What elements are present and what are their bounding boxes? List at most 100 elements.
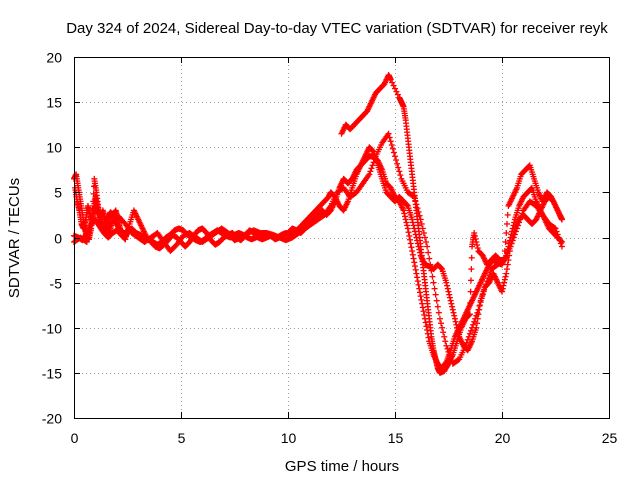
data-point — [369, 162, 376, 169]
data-point — [423, 239, 430, 246]
data-point — [419, 304, 426, 311]
data-point — [421, 311, 428, 318]
data-point — [426, 255, 433, 262]
x-tick-label: 5 — [178, 430, 186, 446]
data-point — [441, 333, 448, 340]
data-point — [464, 336, 471, 343]
data-point — [503, 220, 510, 227]
data-point — [503, 229, 510, 236]
data-point — [472, 236, 479, 243]
data-point — [444, 345, 451, 352]
data-point — [393, 157, 400, 164]
data-point — [393, 88, 400, 95]
data-point — [420, 229, 427, 236]
data-point — [409, 216, 416, 223]
data-point — [500, 282, 507, 289]
data-point — [449, 306, 456, 313]
x-tick-label: 15 — [388, 430, 404, 446]
data-point — [386, 134, 393, 141]
data-point — [449, 303, 456, 310]
data-point — [388, 141, 395, 148]
data-point — [408, 244, 415, 251]
data-point — [418, 220, 425, 227]
data-point — [411, 263, 418, 270]
data-point — [468, 254, 475, 261]
y-tick-label: 0 — [54, 231, 62, 247]
data-point — [409, 248, 416, 255]
data-point — [508, 240, 515, 247]
data-point — [404, 202, 411, 209]
data-point — [513, 225, 520, 232]
data-point — [450, 309, 457, 316]
data-point — [425, 334, 432, 341]
data-point — [503, 270, 510, 277]
data-point — [444, 285, 451, 292]
data-point — [400, 207, 407, 214]
data-point — [557, 240, 564, 247]
data-point — [87, 225, 94, 232]
data-point — [419, 300, 426, 307]
data-point — [556, 237, 563, 244]
data-point — [389, 145, 396, 152]
data-point — [401, 210, 408, 217]
data-point — [558, 243, 565, 250]
data-point — [409, 251, 416, 258]
data-point — [429, 273, 436, 280]
data-point — [468, 266, 475, 273]
data-point — [412, 266, 419, 273]
data-point — [463, 339, 470, 346]
data-point — [503, 266, 510, 273]
data-point — [453, 321, 460, 328]
data-point — [554, 231, 561, 238]
data-point — [501, 248, 508, 255]
data-point — [421, 234, 428, 241]
data-point — [510, 234, 517, 241]
data-point — [83, 239, 90, 246]
data-point — [471, 229, 478, 236]
data-point — [445, 288, 452, 295]
data-point — [394, 160, 401, 167]
data-point — [369, 148, 376, 155]
data-point — [370, 159, 377, 166]
x-tick-label: 20 — [495, 430, 511, 446]
data-point — [519, 210, 526, 217]
data-point — [504, 261, 511, 268]
data-point — [385, 130, 392, 137]
data-point — [415, 281, 422, 288]
data-point — [406, 232, 413, 239]
data-point — [422, 319, 429, 326]
data-point — [451, 315, 458, 322]
data-point — [416, 285, 423, 292]
data-point — [478, 295, 485, 302]
data-point — [85, 229, 92, 236]
data-point — [558, 216, 565, 223]
data-point — [89, 205, 96, 212]
data-point — [477, 299, 484, 306]
data-point — [427, 261, 434, 268]
data-point — [466, 330, 473, 337]
data-point — [367, 168, 374, 175]
data-point — [434, 303, 441, 310]
data-point — [474, 245, 481, 252]
data-point — [555, 234, 562, 241]
data-point — [435, 309, 442, 316]
data-point — [482, 281, 489, 288]
data-point — [509, 237, 516, 244]
data-point — [467, 277, 474, 284]
data-point — [420, 308, 427, 315]
data-point — [471, 232, 478, 239]
data-point — [401, 213, 408, 220]
data-point — [476, 302, 483, 309]
data-point — [448, 300, 455, 307]
series-track-3 — [71, 130, 565, 367]
data-point — [402, 216, 409, 223]
data-point — [499, 285, 506, 292]
data-point — [471, 318, 478, 325]
data-point — [502, 273, 509, 280]
data-point — [484, 278, 491, 285]
data-point — [125, 225, 132, 232]
y-tick-label: -5 — [50, 276, 63, 292]
x-axis-label: GPS time / hours — [285, 458, 399, 475]
data-point — [551, 224, 558, 231]
